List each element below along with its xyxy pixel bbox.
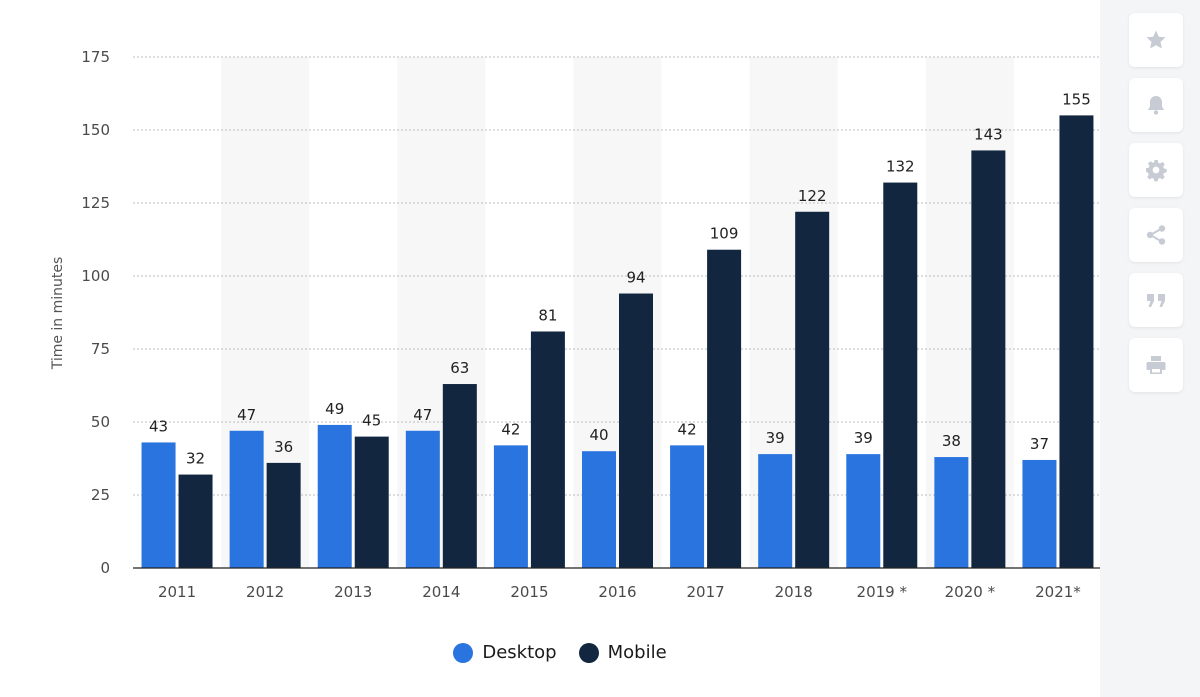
- bar-desktop[interactable]: [405, 430, 440, 568]
- legend-label-mobile: Mobile: [607, 642, 667, 663]
- x-tick-label: 2021*: [1035, 583, 1081, 601]
- x-axis-ticks: 2011 2012 2013 2014 2015 2016 2017 2018 2019 * 20…: [158, 583, 1081, 601]
- share-icon: [1146, 225, 1166, 245]
- y-tick-label: 175: [81, 48, 110, 66]
- data-label-desktop: 49: [325, 400, 344, 418]
- x-tick-label: 2020 *: [945, 583, 996, 601]
- gear-icon: [1146, 160, 1167, 182]
- cite-button[interactable]: [1129, 273, 1183, 327]
- x-tick-label: 2015: [510, 583, 548, 601]
- legend-item-desktop[interactable]: Desktop: [453, 642, 557, 663]
- data-label-mobile: 36: [274, 438, 293, 456]
- settings-button[interactable]: [1129, 143, 1183, 197]
- data-label-desktop: 37: [1030, 435, 1049, 453]
- data-label-mobile: 45: [362, 412, 381, 430]
- bars: [141, 115, 1094, 569]
- bar-mobile[interactable]: [971, 150, 1006, 568]
- data-label-desktop: 38: [942, 432, 961, 450]
- x-tick-label: 2017: [686, 583, 724, 601]
- legend-swatch-mobile: [578, 642, 599, 663]
- data-label-mobile: 132: [886, 158, 915, 176]
- bar-mobile[interactable]: [530, 331, 565, 568]
- data-label-desktop: 47: [237, 406, 256, 424]
- y-tick-label: 50: [91, 413, 110, 431]
- x-tick-label: 2019 *: [857, 583, 908, 601]
- legend: Desktop Mobile: [0, 642, 1120, 663]
- bar-mobile[interactable]: [442, 384, 477, 568]
- y-tick-label: 150: [81, 121, 110, 139]
- bell-icon: [1148, 96, 1164, 115]
- quote-icon: [1147, 294, 1165, 307]
- y-tick-label: 125: [81, 194, 110, 212]
- x-tick-label: 2014: [422, 583, 460, 601]
- share-button[interactable]: [1129, 208, 1183, 262]
- bar-desktop[interactable]: [846, 454, 881, 568]
- data-label-desktop: 39: [854, 429, 873, 447]
- print-icon: [1146, 356, 1166, 374]
- y-axis-ticks: 0 25 50 75 100 125 150 175: [81, 48, 110, 577]
- y-tick-label: 75: [91, 340, 110, 358]
- legend-item-mobile[interactable]: Mobile: [578, 642, 667, 663]
- x-tick-label: 2013: [334, 583, 372, 601]
- data-label-mobile: 63: [450, 359, 469, 377]
- x-tick-label: 2012: [246, 583, 284, 601]
- data-label-mobile: 122: [798, 187, 827, 205]
- data-label-mobile: 32: [186, 450, 205, 468]
- side-toolbar: [1100, 0, 1200, 697]
- data-label-mobile: 81: [538, 306, 557, 324]
- y-tick-label: 0: [100, 559, 110, 577]
- data-label-desktop: 43: [149, 417, 168, 435]
- data-label-desktop: 42: [678, 420, 697, 438]
- bar-desktop[interactable]: [493, 445, 528, 568]
- bar-mobile[interactable]: [178, 474, 213, 568]
- y-tick-label: 25: [91, 486, 110, 504]
- bar-mobile[interactable]: [707, 249, 742, 568]
- data-label-desktop: 42: [501, 420, 520, 438]
- bar-desktop[interactable]: [582, 451, 616, 568]
- bar-desktop[interactable]: [758, 454, 793, 568]
- bar-mobile[interactable]: [266, 462, 301, 568]
- bar-mobile[interactable]: [619, 293, 653, 568]
- y-axis-title: Time in minutes: [50, 257, 66, 371]
- x-tick-label: 2018: [775, 583, 813, 601]
- print-button[interactable]: [1129, 338, 1183, 392]
- y-tick-label: 100: [81, 267, 110, 285]
- bar-mobile[interactable]: [1059, 115, 1094, 569]
- bar-mobile[interactable]: [795, 211, 830, 568]
- legend-label-desktop: Desktop: [482, 642, 557, 663]
- bar-chart: 0 25 50 75 100 125 150 175 43 32 47 36 49 45 47 63 42 81…: [50, 48, 1100, 601]
- data-label-mobile: 155: [1062, 90, 1091, 108]
- bar-mobile[interactable]: [354, 436, 389, 568]
- bar-desktop[interactable]: [229, 430, 264, 568]
- bar-desktop[interactable]: [670, 445, 705, 568]
- bar-desktop[interactable]: [1022, 459, 1057, 568]
- legend-swatch-desktop: [453, 642, 474, 663]
- notification-button[interactable]: [1129, 78, 1183, 132]
- data-label-desktop: 40: [589, 426, 608, 444]
- data-label-mobile: 143: [974, 125, 1003, 143]
- data-label-desktop: 39: [766, 429, 785, 447]
- data-label-desktop: 47: [413, 406, 432, 424]
- bar-desktop[interactable]: [934, 457, 969, 568]
- star-icon: [1146, 30, 1166, 49]
- favorite-button[interactable]: [1129, 13, 1183, 67]
- bar-desktop[interactable]: [141, 442, 176, 568]
- x-tick-label: 2016: [598, 583, 636, 601]
- data-labels: 43 32 47 36 49 45 47 63 42 81 40 94 42 109 39 122 39 132 3…: [149, 90, 1091, 467]
- x-tick-label: 2011: [158, 583, 196, 601]
- bar-mobile[interactable]: [883, 182, 918, 568]
- gridlines: [133, 56, 1100, 496]
- bar-desktop[interactable]: [317, 424, 352, 568]
- data-label-mobile: 109: [710, 225, 739, 243]
- data-label-mobile: 94: [626, 269, 645, 287]
